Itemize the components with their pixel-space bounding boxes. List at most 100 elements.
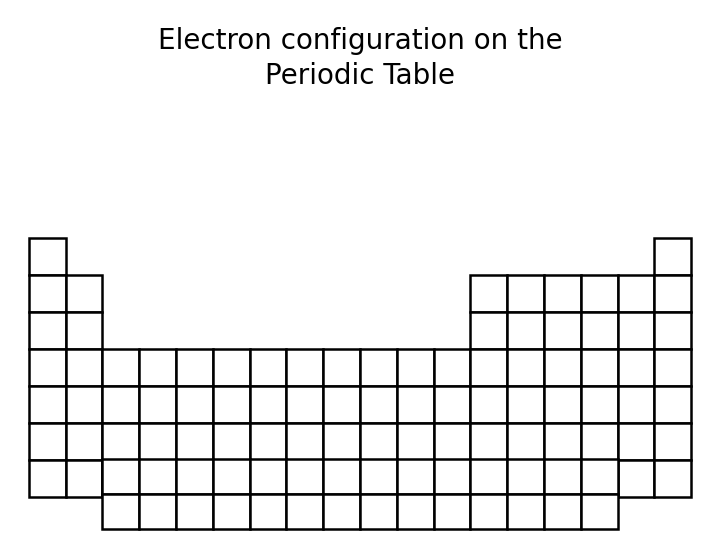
Bar bbox=[581, 459, 618, 494]
Bar bbox=[66, 312, 102, 349]
Bar bbox=[397, 386, 433, 423]
Bar bbox=[544, 312, 581, 349]
Bar bbox=[581, 386, 618, 423]
Bar bbox=[618, 423, 654, 460]
Bar bbox=[544, 386, 581, 423]
Bar bbox=[323, 460, 360, 497]
Bar bbox=[433, 459, 470, 494]
Bar bbox=[139, 386, 176, 423]
Bar bbox=[507, 312, 544, 349]
Bar bbox=[433, 460, 470, 497]
Bar bbox=[507, 349, 544, 386]
Bar bbox=[102, 459, 139, 494]
Bar bbox=[507, 459, 544, 494]
Bar bbox=[29, 386, 66, 423]
Bar bbox=[29, 349, 66, 386]
Bar bbox=[470, 423, 507, 460]
Bar bbox=[102, 494, 139, 529]
Bar bbox=[66, 275, 102, 312]
Bar bbox=[360, 349, 397, 386]
Bar bbox=[323, 349, 360, 386]
Bar bbox=[397, 423, 433, 460]
Bar bbox=[397, 459, 433, 494]
Bar bbox=[66, 423, 102, 460]
Text: Electron configuration on the
Periodic Table: Electron configuration on the Periodic T… bbox=[158, 27, 562, 90]
Bar bbox=[250, 460, 287, 497]
Bar bbox=[323, 386, 360, 423]
Bar bbox=[250, 349, 287, 386]
Bar bbox=[323, 423, 360, 460]
Bar bbox=[29, 423, 66, 460]
Bar bbox=[176, 459, 213, 494]
Bar bbox=[581, 349, 618, 386]
Bar bbox=[250, 423, 287, 460]
Bar bbox=[250, 494, 287, 529]
Bar bbox=[544, 494, 581, 529]
Bar bbox=[507, 386, 544, 423]
Bar bbox=[581, 275, 618, 312]
Bar bbox=[470, 460, 507, 497]
Bar bbox=[581, 494, 618, 529]
Bar bbox=[213, 459, 250, 494]
Bar bbox=[507, 423, 544, 460]
Bar bbox=[470, 312, 507, 349]
Bar bbox=[29, 460, 66, 497]
Bar bbox=[618, 275, 654, 312]
Bar bbox=[139, 423, 176, 460]
Bar bbox=[654, 312, 691, 349]
Bar bbox=[176, 494, 213, 529]
Bar bbox=[360, 460, 397, 497]
Bar bbox=[654, 238, 691, 275]
Bar bbox=[139, 349, 176, 386]
Bar bbox=[287, 460, 323, 497]
Bar bbox=[397, 460, 433, 497]
Bar bbox=[470, 459, 507, 494]
Bar bbox=[544, 275, 581, 312]
Bar bbox=[618, 349, 654, 386]
Bar bbox=[654, 275, 691, 312]
Bar bbox=[618, 312, 654, 349]
Bar bbox=[139, 494, 176, 529]
Bar bbox=[433, 386, 470, 423]
Bar bbox=[507, 494, 544, 529]
Bar bbox=[360, 459, 397, 494]
Bar bbox=[102, 349, 139, 386]
Bar bbox=[66, 349, 102, 386]
Bar bbox=[544, 459, 581, 494]
Bar bbox=[102, 460, 139, 497]
Bar bbox=[360, 494, 397, 529]
Bar bbox=[287, 459, 323, 494]
Bar bbox=[287, 349, 323, 386]
Bar bbox=[544, 349, 581, 386]
Bar bbox=[102, 423, 139, 460]
Bar bbox=[66, 386, 102, 423]
Bar bbox=[654, 423, 691, 460]
Bar bbox=[507, 460, 544, 497]
Bar bbox=[102, 386, 139, 423]
Bar bbox=[323, 459, 360, 494]
Bar bbox=[654, 386, 691, 423]
Bar bbox=[581, 312, 618, 349]
Bar bbox=[176, 349, 213, 386]
Bar bbox=[323, 494, 360, 529]
Bar bbox=[581, 460, 618, 497]
Bar bbox=[176, 386, 213, 423]
Bar bbox=[397, 494, 433, 529]
Bar bbox=[213, 494, 250, 529]
Bar bbox=[213, 386, 250, 423]
Bar bbox=[433, 423, 470, 460]
Bar bbox=[544, 460, 581, 497]
Bar bbox=[360, 423, 397, 460]
Bar bbox=[654, 460, 691, 497]
Bar bbox=[250, 459, 287, 494]
Bar bbox=[66, 460, 102, 497]
Bar bbox=[654, 349, 691, 386]
Bar bbox=[176, 460, 213, 497]
Bar bbox=[287, 423, 323, 460]
Bar bbox=[213, 423, 250, 460]
Bar bbox=[433, 494, 470, 529]
Bar bbox=[470, 386, 507, 423]
Bar bbox=[618, 386, 654, 423]
Bar bbox=[470, 275, 507, 312]
Bar bbox=[544, 423, 581, 460]
